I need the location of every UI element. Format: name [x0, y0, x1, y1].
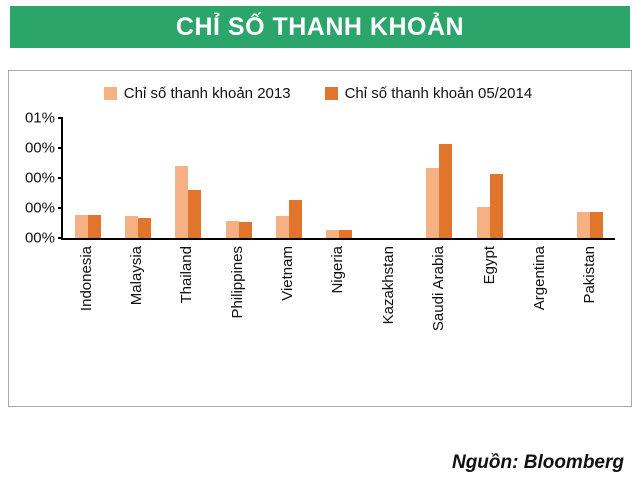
legend-label: Chỉ số thanh khoản 2013 [123, 85, 291, 102]
x-axis-label: Saudi Arabia [430, 246, 448, 332]
bar-group [264, 118, 314, 238]
y-axis-tick [58, 117, 63, 119]
bar-chỉ-số-thanh-khoản-05/2014 [439, 144, 453, 238]
plot-columns [63, 118, 615, 238]
x-label-cell: Vietnam [262, 240, 312, 398]
x-axis-label: Malaysia [128, 246, 146, 306]
bar-chỉ-số-thanh-khoản-05/2014 [138, 218, 152, 238]
x-label-cell: Malaysia [111, 240, 161, 398]
y-axis-label: 00% [24, 169, 55, 187]
y-axis-tick [58, 147, 63, 149]
bar-chỉ-số-thanh-khoản-05/2014 [88, 215, 102, 238]
bar-chỉ-số-thanh-khoản-05/2014 [188, 190, 202, 238]
x-label-cell: Pakistan [565, 240, 615, 398]
x-label-cell: Egypt [464, 240, 514, 398]
x-axis-label: Philippines [228, 246, 246, 319]
legend-item: Chỉ số thanh khoản 2013 [103, 85, 291, 102]
y-axis-label: 01% [24, 109, 55, 127]
y-axis-label: 00% [24, 139, 55, 157]
x-label-cell: Argentina [514, 240, 564, 398]
plot-area: 01% 00% 00% 00% 00% [25, 110, 615, 247]
x-label-cell: Saudi Arabia [414, 240, 464, 398]
bar-group [465, 118, 515, 238]
y-axis-label: 00% [24, 199, 55, 217]
bar-chỉ-số-thanh-khoản-05/2014 [288, 200, 302, 238]
x-labels: Indonesia Malaysia Thailand Philippines Viet… [61, 240, 615, 398]
y-axis-tick [58, 207, 63, 209]
y-axis-tick [58, 237, 63, 239]
legend-item: Chỉ số thanh khoản 05/2014 [324, 85, 533, 102]
x-axis-label: Indonesia [77, 246, 95, 312]
plot-wrap: 01% 00% 00% 00% 00% [25, 110, 615, 247]
x-axis-label: Nigeria [329, 246, 347, 294]
page-title: CHỈ SỐ THANH KHOẢN [175, 12, 465, 41]
source-credit: Nguồn: Bloomberg [451, 452, 624, 473]
bar-group [113, 118, 163, 238]
bar-chỉ-số-thanh-khoản-2013 [326, 230, 340, 238]
bar-group [515, 118, 565, 238]
x-axis-label: Kazakhstan [379, 246, 397, 325]
x-label-cell: Philippines [212, 240, 262, 398]
bar-chỉ-số-thanh-khoản-2013 [75, 215, 89, 238]
bar-chỉ-số-thanh-khoản-2013 [225, 221, 239, 238]
bar-group [364, 118, 414, 238]
x-label-cell: Thailand [162, 240, 212, 398]
legend-swatch [103, 87, 117, 100]
x-axis-label: Vietnam [279, 246, 297, 301]
x-axis-label: Thailand [178, 246, 196, 304]
x-axis-label: Argentina [530, 246, 548, 311]
bar-chỉ-số-thanh-khoản-2013 [175, 166, 189, 238]
x-label-cell: Kazakhstan [363, 240, 413, 398]
title-banner: CHỈ SỐ THANH KHOẢN [10, 6, 630, 48]
x-label-cell: Nigeria [313, 240, 363, 398]
bar-chỉ-số-thanh-khoản-05/2014 [339, 230, 353, 238]
legend-label: Chỉ số thanh khoản 05/2014 [344, 85, 533, 102]
bar-chỉ-số-thanh-khoản-05/2014 [589, 212, 603, 238]
bar-group [214, 118, 264, 238]
y-axis-label: 00% [24, 229, 55, 247]
bar-chỉ-số-thanh-khoản-2013 [576, 212, 590, 238]
legend-swatch [324, 87, 338, 100]
bar-group [414, 118, 464, 238]
x-label-cell: Indonesia [61, 240, 111, 398]
bar-group [565, 118, 615, 238]
y-axis-tick [58, 177, 63, 179]
bar-chỉ-số-thanh-khoản-05/2014 [238, 222, 252, 238]
chart-frame: Chỉ số thanh khoản 2013 Chỉ số thanh khoả… [8, 70, 632, 407]
chart-legend: Chỉ số thanh khoản 2013 Chỉ số thanh khoả… [15, 85, 621, 102]
bar-chỉ-số-thanh-khoản-2013 [125, 216, 139, 238]
bar-chỉ-số-thanh-khoản-05/2014 [489, 174, 503, 238]
x-axis-label: Pakistan [581, 246, 599, 304]
bar-chỉ-số-thanh-khoản-2013 [426, 168, 440, 238]
bar-group [314, 118, 364, 238]
bar-chỉ-số-thanh-khoản-2013 [275, 216, 289, 238]
bar-group [163, 118, 213, 238]
x-axis-label: Egypt [480, 246, 498, 285]
bar-chỉ-số-thanh-khoản-2013 [476, 207, 490, 238]
bar-group [63, 118, 113, 238]
